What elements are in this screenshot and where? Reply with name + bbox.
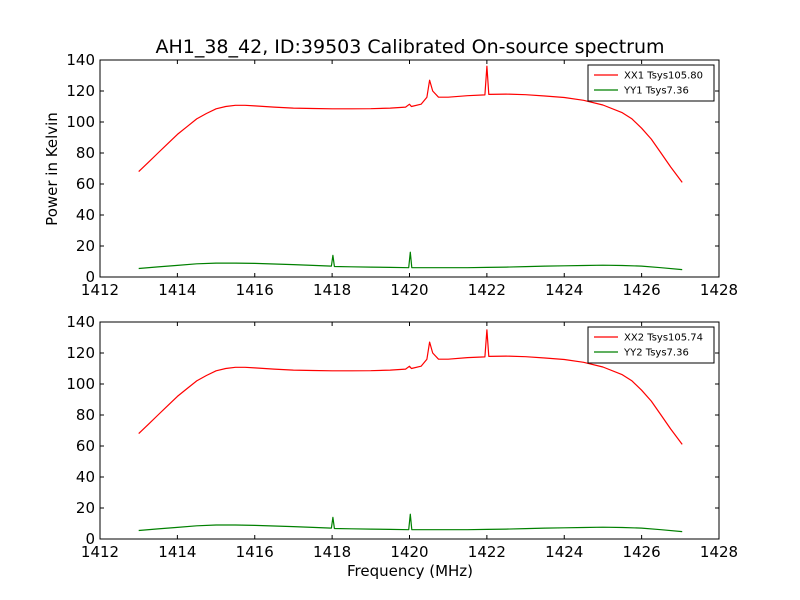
legend-entry-2: YY1 Tsys7.36 xyxy=(623,86,689,97)
figure-title: AH1_38_42, ID:39503 Calibrated On-source… xyxy=(155,36,664,58)
y-tick-label: 0 xyxy=(85,530,95,548)
x-tick-label: 1420 xyxy=(390,543,428,561)
x-tick-label: 1422 xyxy=(468,281,506,299)
x-tick-label: 1422 xyxy=(468,543,506,561)
y-tick-label: 120 xyxy=(66,344,95,362)
y-tick-label: 100 xyxy=(66,113,95,131)
series-line-1 xyxy=(138,329,683,445)
series-line-2 xyxy=(138,513,683,533)
x-tick-label: 1424 xyxy=(545,543,583,561)
x-tick-label: 1414 xyxy=(158,281,196,299)
x-tick-label: 1414 xyxy=(158,543,196,561)
y-tick-label: 20 xyxy=(76,237,95,255)
x-tick-label: 1424 xyxy=(545,281,583,299)
y-tick-label: 60 xyxy=(76,437,95,455)
x-tick-label: 1418 xyxy=(313,281,351,299)
legend-box xyxy=(587,326,715,364)
x-tick-label: 1418 xyxy=(313,543,351,561)
x-axis-label: Frequency (MHz) xyxy=(347,562,473,580)
x-tick-label: 1416 xyxy=(236,281,274,299)
series-line-2 xyxy=(138,251,683,271)
x-tick-label: 1428 xyxy=(700,281,738,299)
series-line-1 xyxy=(138,65,683,183)
bottom-panel: 1412 1414 1416 1418 1420 1422 1424 1426 1428 0 20 4… xyxy=(66,313,738,561)
top-panel: 1412 1414 1416 1418 1420 1422 1424 1426 1428 0 20 4… xyxy=(66,51,738,299)
y-axis-label: Power in Kelvin xyxy=(43,112,61,226)
x-tick-label: 1412 xyxy=(81,543,119,561)
x-tick-label: 1426 xyxy=(623,281,661,299)
y-tick-label: 120 xyxy=(66,82,95,100)
y-tick-label: 100 xyxy=(66,375,95,393)
y-tick-label: 80 xyxy=(76,406,95,424)
legend: XX2 Tsys105.74 YY2 Tsys7.36 xyxy=(587,326,715,364)
legend-entry-1: XX1 Tsys105.80 xyxy=(624,71,703,82)
y-tick-label: 60 xyxy=(76,175,95,193)
x-tick-label: 1416 xyxy=(236,543,274,561)
legend-entry-1: XX2 Tsys105.74 xyxy=(624,333,703,344)
y-tick-label: 140 xyxy=(66,51,95,69)
legend-entry-2: YY2 Tsys7.36 xyxy=(623,348,689,359)
y-tick-label: 20 xyxy=(76,499,95,517)
legend: XX1 Tsys105.80 YY1 Tsys7.36 xyxy=(587,64,715,102)
y-tick-label: 0 xyxy=(85,268,95,286)
x-tick-label: 1420 xyxy=(390,281,428,299)
y-tick-label: 40 xyxy=(76,468,95,486)
y-tick-label: 80 xyxy=(76,144,95,162)
y-tick-label: 40 xyxy=(76,206,95,224)
x-tick-label: 1412 xyxy=(81,281,119,299)
legend-box xyxy=(587,64,715,102)
x-tick-label: 1426 xyxy=(623,543,661,561)
y-tick-label: 140 xyxy=(66,313,95,331)
x-tick-label: 1428 xyxy=(700,543,738,561)
